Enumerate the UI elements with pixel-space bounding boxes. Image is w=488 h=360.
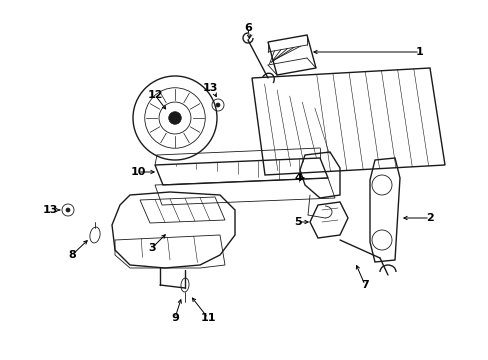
Text: 1: 1 <box>415 47 423 57</box>
Text: 13: 13 <box>202 83 217 93</box>
Circle shape <box>168 112 181 124</box>
Text: 11: 11 <box>200 313 215 323</box>
Text: 9: 9 <box>171 313 179 323</box>
Text: 4: 4 <box>293 173 301 183</box>
Circle shape <box>66 208 70 212</box>
Text: 3: 3 <box>148 243 156 253</box>
Text: 7: 7 <box>360 280 368 290</box>
Text: 10: 10 <box>130 167 145 177</box>
Text: 8: 8 <box>68 250 76 260</box>
Text: 12: 12 <box>147 90 163 100</box>
Text: 6: 6 <box>244 23 251 33</box>
Text: 13: 13 <box>42 205 58 215</box>
Text: 5: 5 <box>294 217 301 227</box>
Circle shape <box>216 103 220 107</box>
Text: 2: 2 <box>425 213 433 223</box>
